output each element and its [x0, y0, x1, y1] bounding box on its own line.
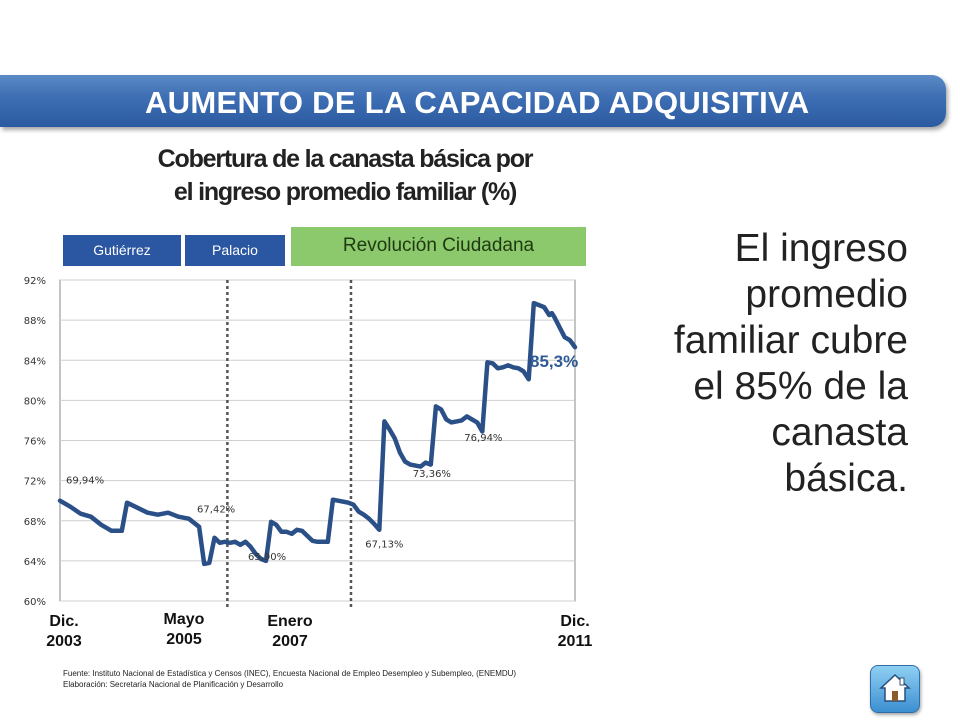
- x-label-enero-2007-year: 2007: [272, 633, 308, 650]
- x-label-dic-2011: Dic. 2011: [535, 612, 615, 652]
- x-label-dic-2003: Dic. 2003: [24, 612, 104, 652]
- chart-title-line2: el ingreso promedio familiar (%): [173, 178, 517, 206]
- x-label-enero-2007: Enero 2007: [250, 612, 330, 652]
- summary-line-4: el 85% de la: [693, 365, 908, 408]
- footer-elaboration: Elaboración: Secretaría Nacional de Plan…: [63, 680, 284, 689]
- y-tick-label: 68%: [24, 517, 46, 528]
- period-revolucion-ciudadana: Revolución Ciudadana: [291, 227, 586, 266]
- y-tick-label: 76%: [24, 437, 46, 448]
- data-label: 67,13%: [365, 539, 403, 550]
- banner-title: AUMENTO DE LA CAPACIDAD ADQUISITIVA: [145, 85, 810, 120]
- summary-line-1: El ingreso: [734, 227, 908, 270]
- footer-notes: Fuente: Instituto Nacional de Estadístic…: [63, 668, 516, 690]
- summary-line-3: familiar cubre: [673, 319, 908, 362]
- y-tick-label: 64%: [24, 557, 46, 568]
- summary-line-2: promedio: [745, 273, 908, 316]
- x-label-dic-2003-year: 2003: [46, 633, 82, 650]
- x-label-dic-2011-year: 2011: [557, 633, 593, 650]
- x-label-dic-2011-month: Dic.: [560, 613, 590, 630]
- chart-title: Cobertura de la canasta básica por el in…: [75, 143, 615, 209]
- y-tick-label: 84%: [24, 356, 46, 367]
- summary-line-5: canasta: [771, 411, 908, 454]
- chart-title-line1: Cobertura de la canasta básica por: [157, 145, 534, 173]
- y-tick-label: 72%: [24, 477, 46, 488]
- y-tick-label: 60%: [24, 597, 46, 608]
- x-label-dic-2003-month: Dic.: [49, 613, 79, 630]
- home-icon: [879, 673, 911, 702]
- footer-source: Fuente: Instituto Nacional de Estadístic…: [63, 669, 517, 678]
- period-gutierrez: Gutiérrez: [63, 235, 181, 266]
- line-chart: 60% 64% 68% 72% 76% 80% 84% 88% 92% 69,94% 67,42% 6…: [24, 276, 578, 609]
- data-label: 67,42%: [197, 505, 235, 516]
- data-label: 69,94%: [66, 475, 104, 486]
- summary-line-6: básica.: [784, 457, 908, 500]
- summary-text: El ingreso promedio familiar cubre el 85…: [600, 226, 908, 502]
- y-tick-label: 80%: [24, 396, 46, 407]
- series-line: [57, 300, 578, 567]
- data-label: 73,36%: [413, 469, 451, 480]
- home-button[interactable]: [870, 665, 920, 713]
- y-tick-label: 88%: [24, 316, 46, 327]
- x-label-mayo-2005-month: Mayo: [163, 611, 205, 628]
- header-banner: AUMENTO DE LA CAPACIDAD ADQUISITIVA: [0, 75, 946, 127]
- y-tick-label: 92%: [24, 276, 46, 287]
- period-palacio: Palacio: [185, 235, 285, 266]
- x-label-mayo-2005: Mayo 2005: [144, 610, 224, 650]
- x-label-mayo-2005-year: 2005: [166, 631, 202, 648]
- data-label: 76,94%: [464, 433, 502, 444]
- data-label: 65,90%: [248, 552, 286, 563]
- end-value-label: 85,3%: [530, 352, 578, 371]
- x-label-enero-2007-month: Enero: [267, 613, 313, 630]
